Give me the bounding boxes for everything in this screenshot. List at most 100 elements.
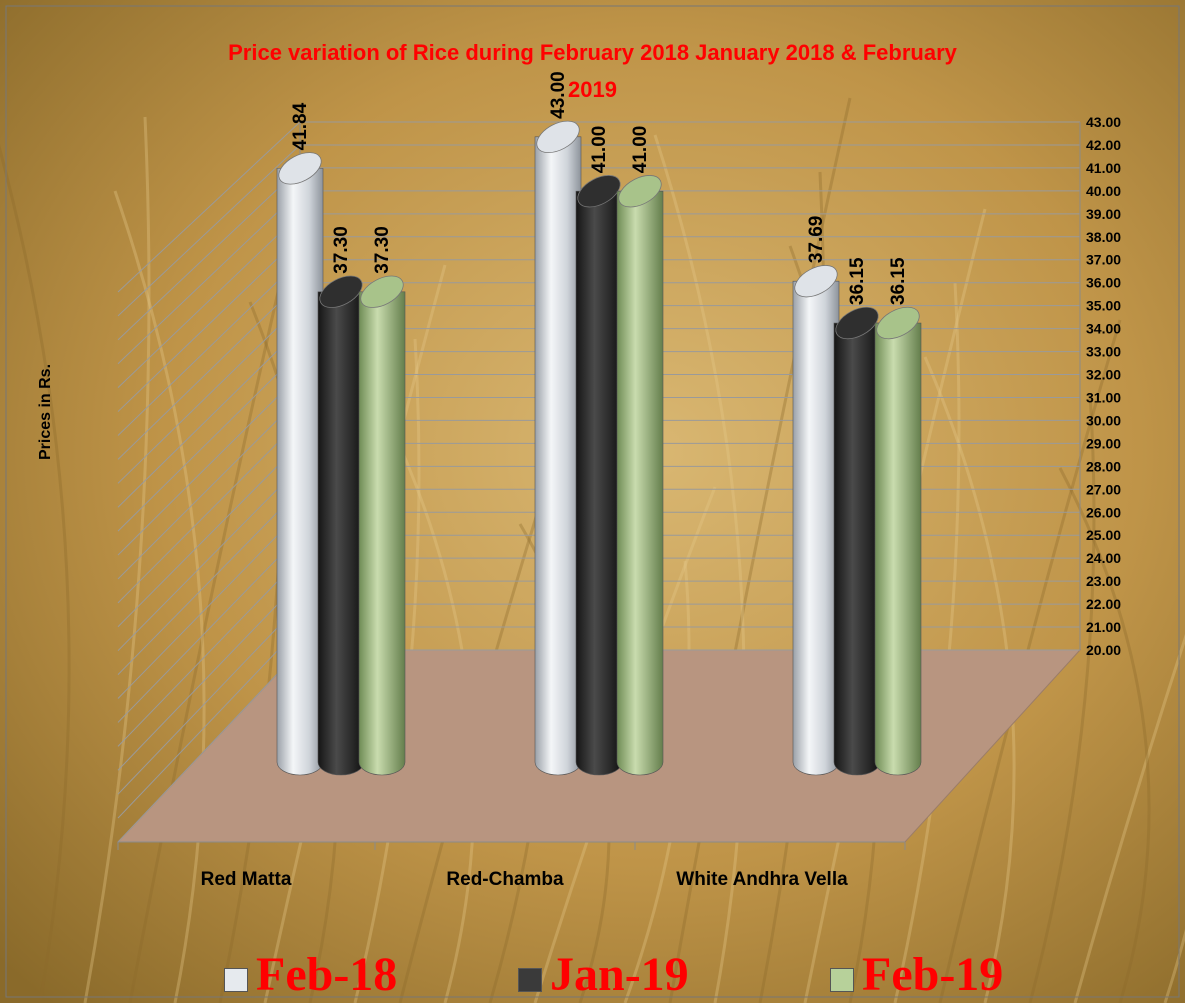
gridline-left-wall [117, 351, 301, 532]
grain-stroke [83, 116, 151, 1003]
y-tick-label: 39.00 [1086, 206, 1121, 222]
bar-top [536, 120, 580, 154]
y-tick-label: 36.00 [1086, 275, 1121, 291]
bar-feb-18-red-matta [276, 152, 324, 776]
grain-stroke [893, 282, 961, 1003]
gridline-left-wall [117, 397, 301, 580]
gridline-left-wall [117, 213, 301, 389]
legend-label-feb-19: Feb-19 [862, 948, 1004, 1001]
bar-top [360, 275, 404, 308]
y-tick-label: 30.00 [1086, 412, 1121, 428]
legend-swatch-feb-19 [830, 968, 854, 992]
bar-body [276, 168, 324, 776]
bar-body [358, 291, 406, 776]
y-tick-label: 28.00 [1086, 458, 1121, 474]
gridline-left-wall [117, 626, 301, 819]
bar-top [835, 306, 879, 340]
y-tick-label: 26.00 [1086, 504, 1121, 520]
bar-body [874, 322, 922, 776]
y-tick-label: 43.00 [1086, 114, 1121, 130]
gridline-left-wall [117, 557, 301, 747]
gridline-left-wall [117, 121, 301, 293]
gridline-left-wall [117, 305, 301, 484]
gridline-left-wall [117, 144, 301, 317]
y-tick-label: 25.00 [1086, 527, 1121, 543]
y-tick-label: 29.00 [1086, 435, 1121, 451]
gridline-left-wall [117, 488, 301, 675]
data-label-feb-18-red-matta: 41.84 [290, 102, 311, 150]
y-tick-label: 40.00 [1086, 183, 1121, 199]
gridline-left-wall [117, 167, 301, 341]
data-label-jan-19-red-matta: 37.30 [331, 226, 352, 274]
gridline-left-wall [117, 190, 301, 365]
y-tick-label: 32.00 [1086, 367, 1121, 383]
x-tick-label-red-chamba: Red-Chamba [446, 869, 564, 890]
legend-label-feb-18: Feb-18 [256, 948, 398, 1001]
y-tick-label: 34.00 [1086, 321, 1121, 337]
chart-border [5, 5, 1180, 998]
bar-top [278, 152, 322, 185]
gridline-left-wall [117, 580, 301, 771]
gridline-left-wall [117, 420, 301, 604]
gridline-left-wall [117, 534, 301, 723]
y-tick-label: 31.00 [1086, 389, 1121, 405]
grain-stroke [668, 97, 852, 1003]
grain-stroke [1073, 633, 1185, 1003]
gridline-left-wall [117, 328, 301, 508]
gridline-left-wall [117, 236, 301, 412]
data-label-feb-18-white-andhra-vella: 37.69 [806, 216, 827, 264]
grain-stroke [1028, 393, 1096, 1003]
bar-top [794, 265, 838, 298]
gridline-left-wall [117, 511, 301, 699]
y-tick-label: 38.00 [1086, 229, 1121, 245]
legend: Feb-18 Jan-19 Feb-19 [0, 948, 1185, 1003]
data-label-feb-19-red-chamba: 41.00 [630, 126, 651, 174]
data-label-feb-19-white-andhra-vella: 36.15 [888, 257, 909, 305]
data-label-jan-19-white-andhra-vella: 36.15 [847, 257, 868, 305]
gridline-left-wall [117, 649, 301, 843]
y-tick-label: 33.00 [1086, 344, 1121, 360]
chart-title: Price variation of Rice during February … [228, 40, 957, 65]
gridline-left-wall [117, 603, 301, 795]
gridline-left-wall [117, 282, 301, 460]
bar-body [575, 190, 623, 776]
y-tick-label: 20.00 [1086, 642, 1121, 658]
legend-label-jan-19: Jan-19 [550, 948, 689, 1001]
legend-swatch-jan-19 [518, 968, 542, 992]
data-label-feb-18-red-chamba: 43.00 [548, 71, 569, 119]
grain-stroke [653, 134, 746, 1003]
data-label-feb-19-red-matta: 37.30 [372, 226, 393, 274]
gridline-left-wall [117, 259, 301, 436]
grain-stroke [113, 190, 206, 1003]
bar-top [876, 306, 920, 340]
gridline-left-wall [117, 465, 301, 652]
bar-feb-19-red-matta [358, 275, 406, 776]
bar-body [616, 190, 664, 776]
y-tick-label: 22.00 [1086, 596, 1121, 612]
legend-swatch-feb-18 [224, 968, 248, 992]
bar-body [792, 280, 840, 776]
bar-body [534, 136, 582, 776]
y-tick-label: 35.00 [1086, 298, 1121, 314]
y-tick-label: 23.00 [1086, 573, 1121, 589]
chart-title-line-2: 2019 [568, 77, 617, 102]
x-tick-label-white-andhra-vella: White Andhra Vella [676, 869, 848, 890]
y-tick-label: 24.00 [1086, 550, 1121, 566]
bar-top [618, 175, 662, 208]
grain-stroke [1058, 467, 1151, 1003]
gridline-left-wall [117, 443, 301, 628]
x-tick-label-red-matta: Red Matta [201, 869, 292, 890]
bar-feb-19-white-andhra-vella [874, 306, 922, 776]
bar-jan-19-white-andhra-vella [833, 306, 881, 776]
gridline-left-wall [117, 374, 301, 556]
bar-top [577, 175, 621, 208]
grain-stroke [0, 144, 71, 1003]
bar-body [317, 291, 365, 776]
y-tick-label: 21.00 [1086, 619, 1121, 635]
y-tick-label: 27.00 [1086, 481, 1121, 497]
bar-body [833, 322, 881, 776]
data-label-jan-19-red-chamba: 41.00 [589, 126, 610, 174]
y-axis-title: Prices in Rs. [37, 364, 54, 460]
